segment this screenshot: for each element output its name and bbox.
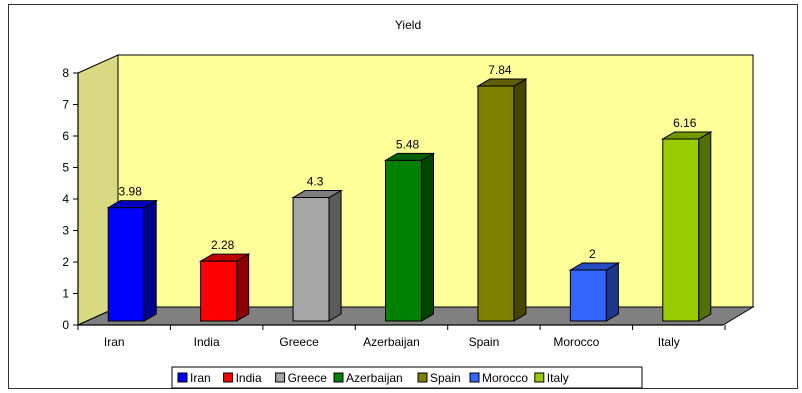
legend-swatch-morocco (469, 372, 480, 383)
bar-top-india (198, 253, 251, 262)
legend-label-morocco: Morocco (482, 371, 528, 385)
bar-top-italy (660, 131, 713, 140)
data-label-azerbaijan: 5.48 (396, 137, 420, 151)
y-tick-label-5: 5 (62, 161, 69, 175)
legend-label-italy: Italy (547, 371, 569, 385)
bar-front-spain (477, 85, 515, 322)
legend-swatch-greece (275, 372, 286, 383)
bar-azerbaijan (383, 152, 436, 322)
bar-top-greece (291, 190, 343, 199)
bar-side-azerbaijan (421, 152, 434, 322)
bar-front-greece (292, 197, 330, 322)
legend-swatch-spain (417, 372, 428, 383)
data-label-spain: 7.84 (488, 63, 512, 77)
bar-front-azerbaijan (385, 159, 422, 322)
data-label-greece: 4.3 (307, 175, 324, 189)
bar-spain (476, 78, 528, 322)
legend-swatch-india (223, 372, 234, 383)
legend-label-azerbaijan: Azerbaijan (346, 371, 403, 385)
chart-title: Yield (395, 18, 421, 32)
x-tick-label-azerbaijan: Azerbaijan (363, 335, 420, 349)
bar-side-morocco (605, 262, 619, 322)
bar-top-spain (476, 78, 528, 87)
bar-side-spain (513, 78, 527, 322)
bar-top-morocco (568, 262, 621, 271)
bar-india (198, 253, 251, 322)
bar-top-iran (106, 200, 159, 209)
bar-side-italy (698, 131, 712, 322)
bar-front-india (200, 260, 238, 322)
bar-top-azerbaijan (383, 152, 436, 161)
bar-greece (291, 189, 343, 322)
x-tick-label-iran: Iran (104, 335, 125, 349)
data-label-iran: 3.98 (119, 185, 143, 199)
data-label-italy: 6.16 (673, 116, 697, 130)
x-tick-label-india: India (194, 335, 220, 349)
legend-label-spain: Spain (430, 371, 461, 385)
y-tick-label-2: 2 (62, 255, 69, 269)
y-tick-label-0: 0 (62, 318, 69, 332)
legend-label-iran: Iran (190, 371, 211, 385)
y-tick-label-6: 6 (62, 129, 69, 143)
y-tick-label-7: 7 (62, 98, 69, 112)
bar-side-india (236, 253, 250, 322)
legend: Iran India Greece Azerbaijan Spain Morocco Ita… (171, 366, 643, 389)
bar-side-iran (143, 199, 157, 322)
y-tick-label-8: 8 (62, 66, 69, 80)
legend-box (171, 366, 643, 389)
plot-area: 0 1 2 3 4 5 6 7 8 3.98 Iran 2.28 India 4.3 Greece 5.48 A… (62, 54, 755, 349)
bar-front-iran (107, 207, 145, 322)
legend-swatch-italy (534, 372, 545, 383)
x-tick-label-spain: Spain (469, 335, 500, 349)
y-tick-label-1: 1 (62, 287, 69, 301)
bar-italy (660, 131, 713, 322)
legend-swatch-iran (177, 372, 188, 383)
y-tick-label-4: 4 (62, 192, 69, 206)
bar-morocco (568, 262, 621, 322)
legend-label-india: India (236, 371, 262, 385)
legend-label-greece: Greece (288, 371, 328, 385)
x-tick-label-morocco: Morocco (553, 335, 599, 349)
x-tick-label-italy: Italy (658, 335, 680, 349)
bar-front-morocco (569, 269, 607, 322)
y-tick-label-3: 3 (62, 224, 69, 238)
bar-iran (106, 199, 159, 322)
x-tick-label-greece: Greece (279, 335, 319, 349)
data-label-india: 2.28 (211, 238, 235, 252)
bar-side-greece (328, 189, 342, 322)
data-label-morocco: 2 (589, 247, 596, 261)
legend-swatch-azerbaijan (333, 372, 344, 383)
bar-front-italy (662, 138, 700, 322)
